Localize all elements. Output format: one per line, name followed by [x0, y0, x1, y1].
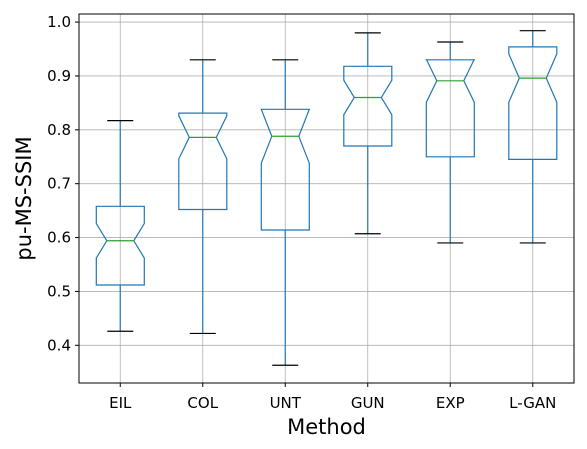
grid-lines	[79, 14, 574, 383]
notched-box	[178, 112, 228, 211]
x-tick-label: UNT	[270, 394, 302, 412]
x-axis-title: Method	[287, 415, 366, 439]
notched-box	[425, 58, 475, 158]
x-tick-label: EIL	[109, 394, 132, 412]
box-col	[178, 59, 228, 335]
y-tick-label: 0.4	[47, 336, 71, 354]
y-tick-label: 1.0	[47, 13, 71, 31]
x-tick-label: L-GAN	[509, 394, 556, 412]
plot-area-frame	[78, 13, 575, 384]
y-tick-label: 0.9	[47, 67, 71, 85]
x-tick-label: COL	[187, 394, 218, 412]
box-unt	[260, 59, 311, 366]
notched-box	[260, 108, 311, 231]
box-exp	[425, 41, 475, 244]
box-series	[95, 30, 558, 366]
box-gun	[343, 32, 393, 235]
y-tick-label: 0.5	[47, 282, 71, 300]
y-tick-label: 0.8	[47, 121, 71, 139]
y-tick-label: 0.6	[47, 229, 71, 247]
y-axis: 0.4 0.5 0.6 0.7 0.8 0.9 1.0	[47, 13, 79, 354]
y-axis-title: pu-MS-SSIM	[12, 136, 36, 260]
y-tick-label: 0.7	[47, 175, 71, 193]
notched-box	[508, 46, 558, 160]
x-tick-label: GUN	[351, 394, 385, 412]
x-tick-label: EXP	[436, 394, 465, 412]
box-eil	[95, 120, 145, 332]
notched-box	[343, 65, 393, 147]
box-l-gan	[508, 30, 558, 244]
notched-box	[95, 205, 145, 286]
x-axis: EIL COL UNT GUN EXP L-GAN	[109, 383, 556, 412]
